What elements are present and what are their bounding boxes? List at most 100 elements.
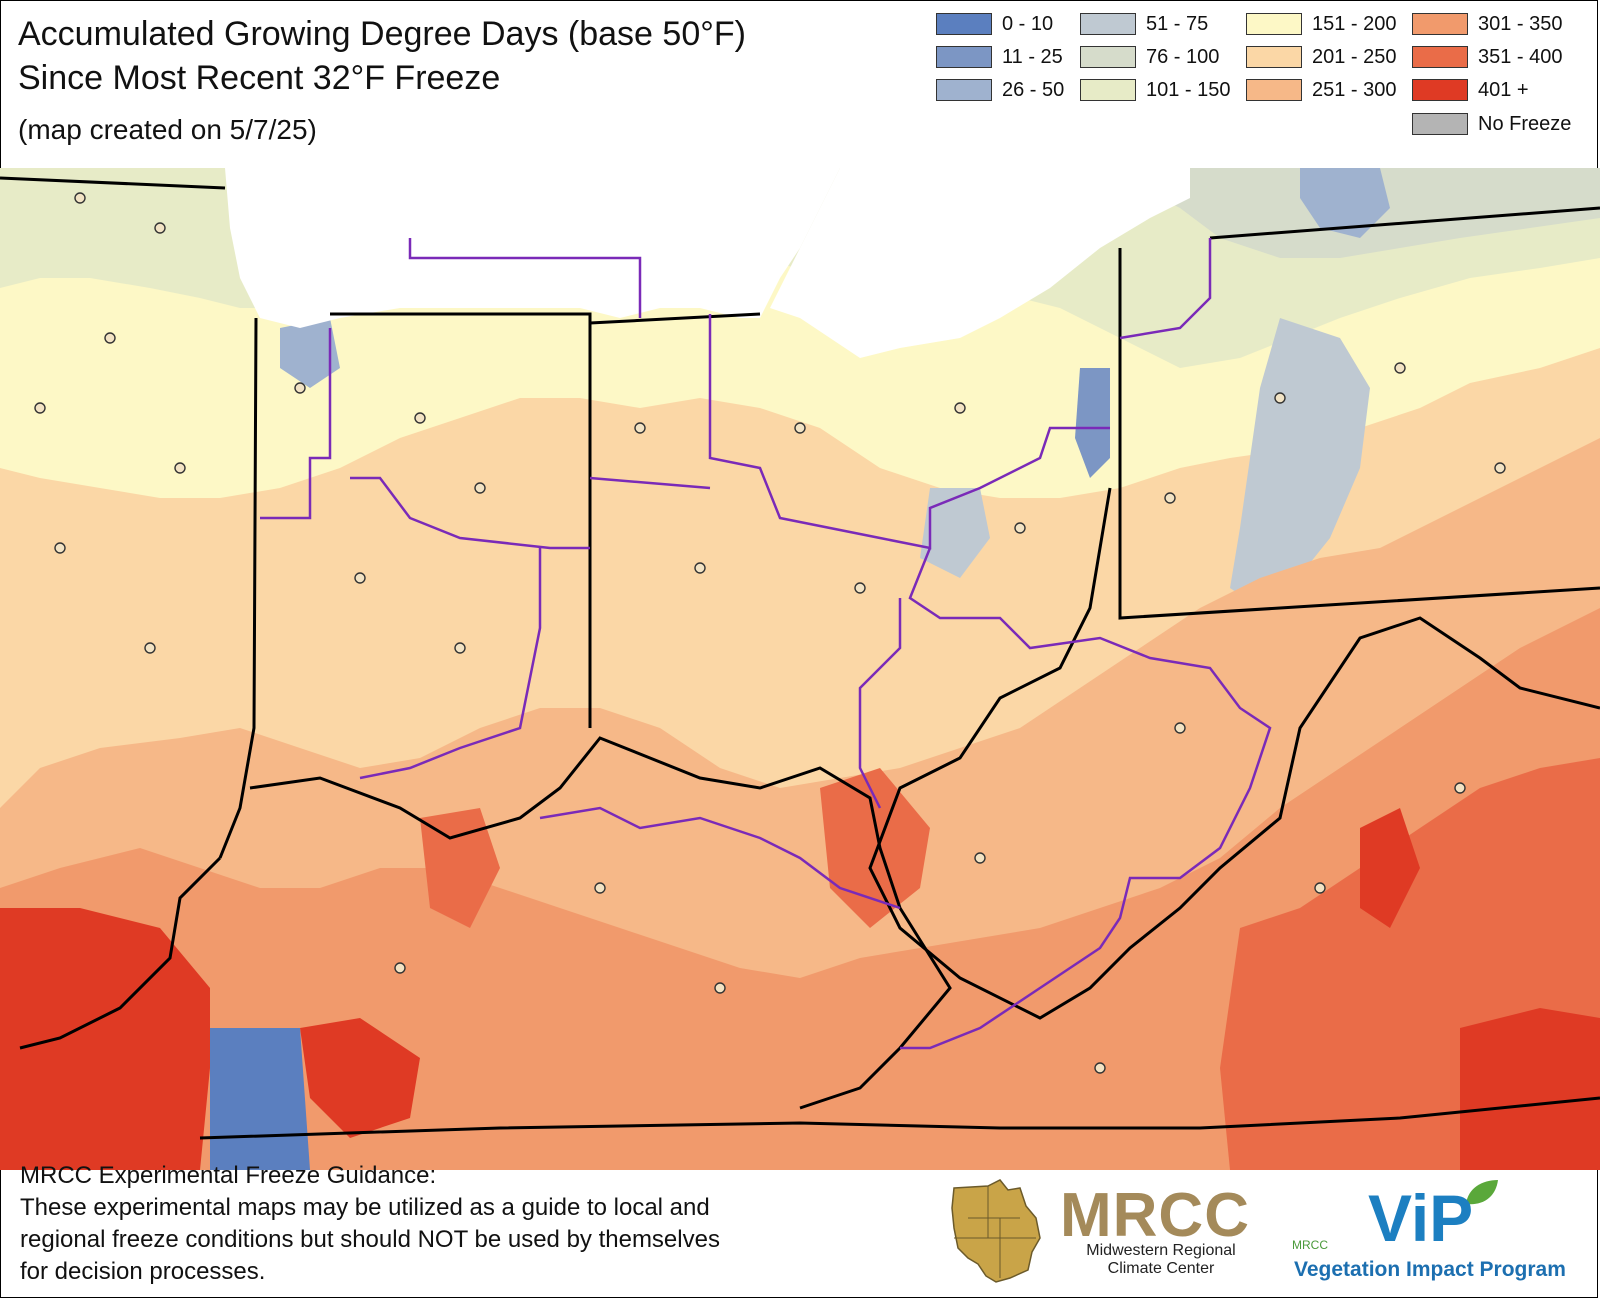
station-marker bbox=[1164, 492, 1176, 504]
mrcc-logo: MRCC Midwestern Regional Climate Center bbox=[948, 1178, 1278, 1288]
legend-label: 76 - 100 bbox=[1146, 45, 1220, 68]
region-boundaries bbox=[260, 238, 1272, 1050]
station-marker bbox=[74, 192, 86, 204]
station-marker bbox=[854, 582, 866, 594]
station-marker bbox=[474, 482, 486, 494]
station-marker bbox=[154, 222, 166, 234]
gdd-zone-11-25 bbox=[1075, 368, 1110, 478]
lake-michigan bbox=[225, 168, 840, 328]
station-marker bbox=[414, 412, 426, 424]
legend-label: No Freeze bbox=[1478, 112, 1572, 135]
leaf-shape bbox=[1466, 1180, 1498, 1205]
station-marker bbox=[794, 422, 806, 434]
vip-logo: MRCC ViP Vegetation Impact Program bbox=[1292, 1178, 1592, 1288]
region-line bbox=[359, 548, 542, 780]
legend-label: 201 - 250 bbox=[1312, 45, 1397, 68]
legend-swatch bbox=[1412, 113, 1468, 135]
legend-swatch bbox=[1080, 79, 1136, 101]
station-marker bbox=[54, 542, 66, 554]
gdd-zone-0-10 bbox=[210, 1028, 310, 1170]
state-line bbox=[199, 1096, 1600, 1140]
legend: 0 - 10 11 - 25 26 - 50 51 - 75 76 - 100 … bbox=[936, 10, 1586, 140]
state-line bbox=[868, 487, 1600, 1020]
station-marker bbox=[694, 562, 706, 574]
lake-erie bbox=[770, 168, 1190, 358]
disclaimer: MRCC Experimental Freeze Guidance: These… bbox=[20, 1160, 900, 1288]
legend-swatch bbox=[1246, 79, 1302, 101]
title-line-1: Accumulated Growing Degree Days (base 50… bbox=[18, 15, 746, 53]
state-line bbox=[1209, 206, 1600, 240]
station-marker bbox=[1494, 462, 1506, 474]
mrcc-logo-subtitle-line-2: Climate Center bbox=[1107, 1260, 1215, 1277]
map-created-date: (map created on 5/7/25) bbox=[18, 114, 317, 145]
legend-swatch bbox=[936, 13, 992, 35]
station-marker bbox=[954, 402, 966, 414]
station-marker bbox=[354, 572, 366, 584]
gdd-zone-401-plus bbox=[0, 808, 1600, 1170]
legend-item: No Freeze bbox=[1412, 110, 1571, 138]
station-marker bbox=[1274, 392, 1286, 404]
station-marker bbox=[1454, 782, 1466, 794]
legend-swatch bbox=[1412, 13, 1468, 35]
region-line bbox=[408, 238, 642, 318]
title-line-2: Since Most Recent 32°F Freeze bbox=[18, 59, 501, 97]
region-line bbox=[260, 328, 332, 520]
region-state-lines bbox=[954, 1186, 1036, 1278]
legend-item: 251 - 300 bbox=[1246, 76, 1397, 104]
mrcc-logo-wordmark: MRCC bbox=[1060, 1181, 1250, 1250]
disclaimer-line-2: regional freeze conditions but should NO… bbox=[20, 1226, 720, 1253]
legend-item: 101 - 150 bbox=[1080, 76, 1231, 104]
legend-label: 101 - 150 bbox=[1146, 78, 1231, 101]
station-marker bbox=[294, 382, 306, 394]
legend-label: 301 - 350 bbox=[1478, 12, 1563, 35]
station-marker bbox=[394, 962, 406, 974]
station-marker bbox=[1014, 522, 1026, 534]
gdd-map bbox=[0, 168, 1600, 1170]
legend-item: 151 - 200 bbox=[1246, 10, 1397, 38]
map-title: Accumulated Growing Degree Days (base 50… bbox=[18, 12, 746, 100]
station-marker bbox=[1394, 362, 1406, 374]
disclaimer-line-3: for decision processes. bbox=[20, 1258, 266, 1285]
legend-item: 351 - 400 bbox=[1412, 43, 1563, 71]
station-marker bbox=[174, 462, 186, 474]
region-line bbox=[1119, 238, 1212, 340]
legend-item: 51 - 75 bbox=[1080, 10, 1208, 38]
legend-label: 11 - 25 bbox=[1002, 45, 1063, 68]
legend-item: 0 - 10 bbox=[936, 10, 1053, 38]
vip-logo-wordmark: ViP bbox=[1368, 1181, 1474, 1255]
midwest-region-map-icon bbox=[951, 1179, 1041, 1283]
station-marker bbox=[974, 852, 986, 864]
region-line bbox=[539, 806, 901, 910]
station-marker bbox=[454, 642, 466, 654]
legend-swatch bbox=[1080, 46, 1136, 68]
legend-item: 11 - 25 bbox=[936, 43, 1063, 71]
state-line bbox=[330, 312, 592, 728]
legend-swatch bbox=[1246, 13, 1302, 35]
vip-logo-subtitle: Vegetation Impact Program bbox=[1294, 1258, 1566, 1281]
mrcc-logo-subtitle: Midwestern Regional Climate Center bbox=[1056, 1242, 1266, 1278]
leaf-icon bbox=[1466, 1180, 1498, 1205]
legend-item: 201 - 250 bbox=[1246, 43, 1397, 71]
gdd-zone-351-400 bbox=[420, 758, 1600, 1170]
legend-label: 0 - 10 bbox=[1002, 12, 1054, 35]
legend-swatch bbox=[1246, 46, 1302, 68]
state-line bbox=[249, 736, 952, 1110]
state-line bbox=[19, 856, 222, 1050]
disclaimer-heading: MRCC Experimental Freeze Guidance: bbox=[20, 1162, 437, 1189]
state-line bbox=[218, 317, 258, 859]
station-marker bbox=[1314, 882, 1326, 894]
station-marker bbox=[594, 882, 606, 894]
legend-swatch bbox=[936, 46, 992, 68]
disclaimer-line-1: These experimental maps may be utilized … bbox=[20, 1194, 710, 1221]
gdd-map-svg bbox=[0, 168, 1600, 1170]
station-marker bbox=[634, 422, 646, 434]
station-marker bbox=[1174, 722, 1186, 734]
state-boundaries bbox=[0, 176, 1600, 1140]
legend-swatch bbox=[1080, 13, 1136, 35]
station-marker bbox=[104, 332, 116, 344]
legend-item: 76 - 100 bbox=[1080, 43, 1219, 71]
legend-label: 351 - 400 bbox=[1478, 45, 1563, 68]
station-marker bbox=[34, 402, 46, 414]
legend-label: 51 - 75 bbox=[1146, 12, 1209, 35]
region-line bbox=[350, 476, 590, 550]
